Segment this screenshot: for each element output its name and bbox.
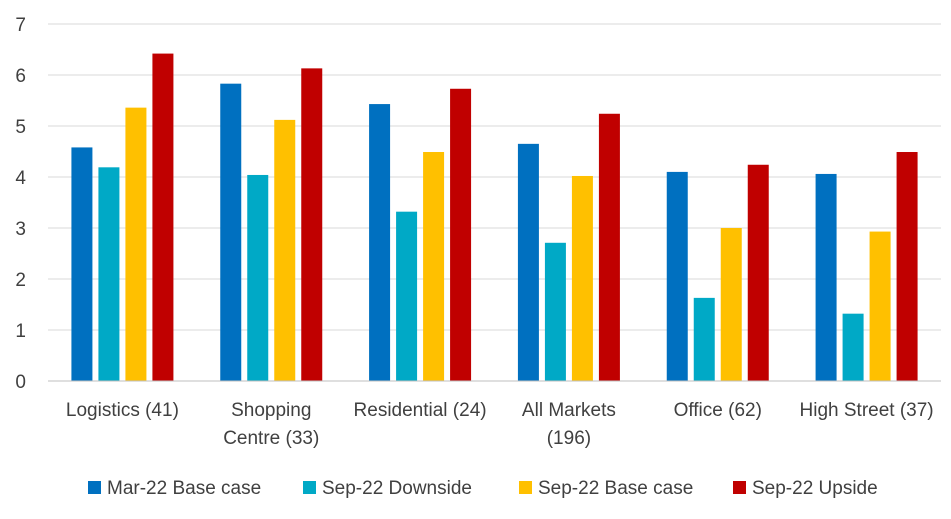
y-tick-label: 2 — [15, 270, 26, 291]
bar-sep-22-downside-5 — [842, 313, 864, 381]
bar-sep-22-base-case-4 — [720, 228, 742, 381]
bar-sep-22-base-case-0 — [125, 107, 147, 381]
bar-sep-22-upside-5 — [896, 152, 918, 381]
y-tick-label: 1 — [15, 321, 26, 342]
category-label: (196) — [547, 428, 591, 449]
legend-label: Sep-22 Downside — [322, 478, 472, 499]
bar-sep-22-upside-3 — [598, 113, 620, 381]
legend-swatch — [303, 481, 316, 494]
legend-item: Sep-22 Base case — [519, 478, 693, 499]
category-label: Shopping — [231, 400, 311, 421]
y-tick-label: 5 — [15, 117, 26, 138]
category-label: Logistics (41) — [66, 400, 179, 421]
y-tick-label: 3 — [15, 219, 26, 240]
bar-sep-22-upside-1 — [301, 68, 323, 382]
category-label: All Markets — [522, 400, 616, 421]
bar-sep-22-base-case-3 — [571, 175, 593, 381]
bar-sep-22-base-case-2 — [423, 152, 445, 381]
legend-item: Sep-22 Downside — [303, 478, 472, 499]
legend-label: Sep-22 Upside — [752, 478, 878, 499]
bar-sep-22-upside-4 — [747, 164, 769, 381]
legend-swatch — [519, 481, 532, 494]
bar-sep-22-upside-0 — [152, 53, 174, 382]
gridlines — [48, 23, 941, 382]
legend-swatch — [88, 481, 101, 494]
bar-mar-22-base-case-1 — [220, 83, 242, 382]
bar-mar-22-base-case-5 — [815, 173, 837, 381]
bar-sep-22-downside-0 — [98, 167, 120, 381]
x-axis-category-labels: Logistics (41) Shopping Centre (33) Residen… — [66, 400, 934, 449]
bar-sep-22-base-case-1 — [274, 119, 296, 381]
y-tick-label: 7 — [15, 15, 26, 36]
bar-sep-22-base-case-5 — [869, 231, 891, 381]
legend-item: Mar-22 Base case — [88, 478, 261, 499]
y-axis-tick-labels: 0 1 2 3 4 5 6 7 — [15, 15, 26, 393]
bar-mar-22-base-case-0 — [71, 147, 93, 381]
y-tick-label: 0 — [15, 372, 26, 393]
bars — [48, 53, 941, 382]
bar-mar-22-base-case-3 — [517, 143, 539, 381]
category-label: Residential (24) — [354, 400, 487, 421]
category-label: High Street (37) — [800, 400, 934, 421]
legend: Mar-22 Base case Sep-22 Downside Sep-22 Ba… — [88, 478, 878, 499]
legend-label: Mar-22 Base case — [107, 478, 261, 499]
bar-mar-22-base-case-2 — [369, 104, 391, 381]
bar-mar-22-base-case-4 — [666, 171, 688, 381]
bar-sep-22-downside-2 — [396, 211, 418, 381]
bar-sep-22-upside-2 — [450, 88, 472, 382]
bar-sep-22-downside-4 — [693, 297, 715, 381]
category-label: Office (62) — [674, 400, 762, 421]
category-label: Centre (33) — [223, 428, 319, 449]
legend-item: Sep-22 Upside — [733, 478, 878, 499]
bar-sep-22-downside-1 — [247, 174, 269, 381]
legend-label: Sep-22 Base case — [538, 478, 693, 499]
y-tick-label: 4 — [15, 168, 26, 189]
bar-sep-22-downside-3 — [544, 242, 566, 381]
legend-swatch — [733, 481, 746, 494]
y-tick-label: 6 — [15, 66, 26, 87]
